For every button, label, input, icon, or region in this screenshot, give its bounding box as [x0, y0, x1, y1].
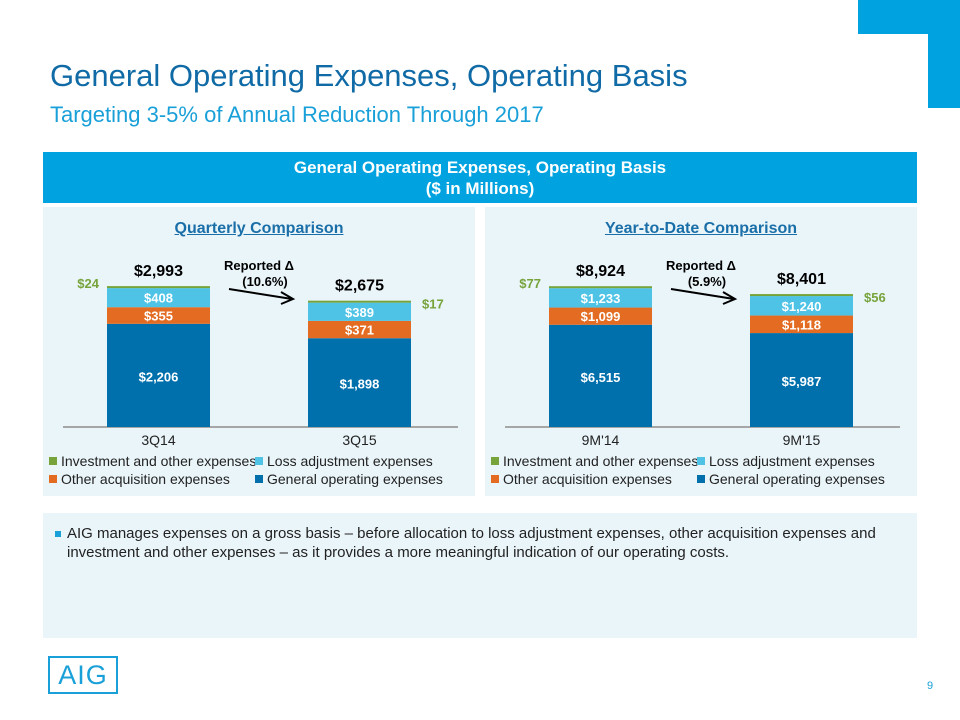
legend-label: Loss adjustment expenses [709, 453, 875, 469]
note-text: AIG manages expenses on a gross basis – … [67, 525, 876, 561]
data-label-investment: $77 [519, 276, 541, 291]
legend-swatch-icon [49, 475, 57, 483]
bar-segment-general-operating-expenses [549, 324, 652, 427]
legend-swatch-icon [697, 475, 705, 483]
legend-label: Investment and other expenses [503, 453, 699, 469]
data-label-other-acquisition-expenses: $355 [144, 309, 173, 324]
legend-swatch-icon [255, 475, 263, 483]
bar-segment-loss-adjustment-expenses [308, 302, 411, 321]
bar-segment-loss-adjustment-expenses [750, 296, 853, 316]
data-label-loss-adjustment-expenses: $389 [345, 305, 374, 320]
bar-segment-investment-and-other-expenses [750, 294, 853, 297]
quarterly-chart: $2,206 $355 $408 $24 $2,993 3Q14 $1,898 $371 $38… [63, 258, 458, 448]
legend-item-general-operating-expenses: General operating expenses [255, 471, 443, 487]
aig-logo: AIG [48, 656, 118, 694]
legend-item-investment-and-other-expenses: Investment and other expenses [49, 453, 256, 469]
legend-item-investment-and-other-expenses: Investment and other expenses [491, 453, 698, 469]
legend-label: Loss adjustment expenses [267, 453, 433, 469]
legend-label: Other acquisition expenses [503, 471, 672, 487]
legend-swatch-icon [491, 475, 499, 483]
page-number: 9 [927, 680, 934, 692]
data-label-loss-adjustment-expenses: $1,233 [581, 291, 621, 306]
corner-decoration-vertical [928, 0, 960, 108]
section-header-units: ($ in Millions) [425, 179, 535, 198]
category-label: 9M'14 [582, 432, 620, 448]
total-label: $8,924 [576, 263, 625, 280]
bar-segment-other-acquisition-expenses [308, 320, 411, 339]
bar-segment-other-acquisition-expenses [107, 307, 210, 324]
ytd-chart: $6,515 $1,099 $1,233 $77 $8,924 9M'14 $5,987 $1… [505, 258, 900, 448]
legend-label: General operating expenses [709, 471, 885, 487]
data-label-loss-adjustment-expenses: $408 [144, 291, 173, 306]
bar-segment-other-acquisition-expenses [549, 307, 652, 325]
legend-item-other-acquisition-expenses: Other acquisition expenses [491, 471, 672, 487]
data-label-investment: $56 [864, 290, 886, 305]
annotation-change: (5.9%) [688, 274, 726, 289]
annotation-change: (10.6%) [242, 274, 288, 289]
data-label-investment: $24 [77, 276, 99, 291]
quarterly-comparison-panel: Quarterly Comparison $2,206 $355 $408 $24 $2… [43, 207, 475, 496]
legend-swatch-icon [255, 457, 263, 465]
legend-label: Investment and other expenses [61, 453, 257, 469]
annotation-label: Reported Δ [666, 258, 736, 273]
data-label-general-operating-expenses: $6,515 [581, 370, 621, 385]
data-label-general-operating-expenses: $5,987 [782, 374, 822, 389]
bar-segment-other-acquisition-expenses [750, 315, 853, 334]
bullet-icon [55, 531, 61, 537]
ytd-comparison-title: Year-to-Date Comparison [604, 220, 798, 237]
total-label: $2,993 [134, 263, 183, 280]
total-label: $8,401 [777, 271, 826, 288]
legend-swatch-icon [697, 457, 705, 465]
note-panel: AIG manages expenses on a gross basis – … [43, 513, 917, 638]
section-header-title: General Operating Expenses, Operating Ba… [293, 158, 667, 177]
slide-subtitle: Targeting 3-5% of Annual Reduction Throu… [50, 102, 544, 127]
legend-item-other-acquisition-expenses: Other acquisition expenses [49, 471, 230, 487]
legend-label: General operating expenses [267, 471, 443, 487]
category-label: 9M'15 [783, 432, 821, 448]
legend-swatch-icon [491, 457, 499, 465]
legend-label: Other acquisition expenses [61, 471, 230, 487]
total-label: $2,675 [335, 278, 384, 295]
quarterly-comparison-title: Quarterly Comparison [174, 220, 344, 237]
ytd-comparison-panel: Year-to-Date Comparison $6,515 $1,099 $1,2… [485, 207, 917, 496]
data-label-general-operating-expenses: $2,206 [139, 369, 179, 384]
data-label-general-operating-expenses: $1,898 [340, 377, 380, 392]
category-label: 3Q15 [342, 432, 376, 448]
bar-segment-general-operating-expenses [107, 323, 210, 427]
annotation-label: Reported Δ [224, 258, 294, 273]
data-label-other-acquisition-expenses: $1,099 [581, 309, 621, 324]
data-label-other-acquisition-expenses: $371 [345, 323, 374, 338]
legend-item-loss-adjustment-expenses: Loss adjustment expenses [255, 453, 433, 469]
legend-item-general-operating-expenses: General operating expenses [697, 471, 885, 487]
legend-swatch-icon [49, 457, 57, 465]
legend-item-loss-adjustment-expenses: Loss adjustment expenses [697, 453, 875, 469]
bar-segment-investment-and-other-expenses [549, 286, 652, 289]
category-label: 3Q14 [141, 432, 175, 448]
bar-segment-general-operating-expenses [308, 338, 411, 427]
data-label-loss-adjustment-expenses: $1,240 [782, 299, 822, 314]
bar-segment-loss-adjustment-expenses [549, 288, 652, 308]
bar-segment-investment-and-other-expenses [308, 300, 411, 303]
bar-segment-loss-adjustment-expenses [107, 288, 210, 308]
data-label-other-acquisition-expenses: $1,118 [782, 317, 821, 332]
bar-segment-investment-and-other-expenses [107, 286, 210, 289]
data-label-investment: $17 [422, 297, 444, 312]
bar-segment-general-operating-expenses [750, 333, 853, 427]
arrow-icon [228, 288, 296, 305]
slide-title: General Operating Expenses, Operating Ba… [50, 58, 688, 93]
section-header: General Operating Expenses, Operating Ba… [43, 152, 917, 203]
arrow-icon [670, 288, 738, 305]
